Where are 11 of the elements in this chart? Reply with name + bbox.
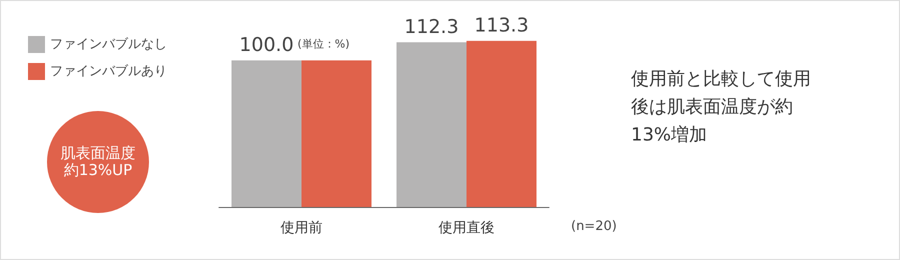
data-label: 113.3 [474, 14, 529, 36]
x-tick-label: 使用前 [280, 220, 322, 236]
data-label: 112.3 [404, 16, 459, 38]
data-label: 100.0 [239, 34, 294, 56]
legend-label: ファインバブルあり [50, 64, 167, 79]
annotation: (単位：%) [298, 37, 350, 50]
legend-label: ファインバブルなし [50, 37, 167, 52]
text: (n=20) [571, 219, 617, 234]
x-tick-label: 使用直後 [438, 220, 494, 236]
text: 使用前と比較して使用後は肌表面温度が約13%増加 [631, 68, 811, 146]
badge-circle: 肌表面温度約13%UP [47, 111, 149, 213]
